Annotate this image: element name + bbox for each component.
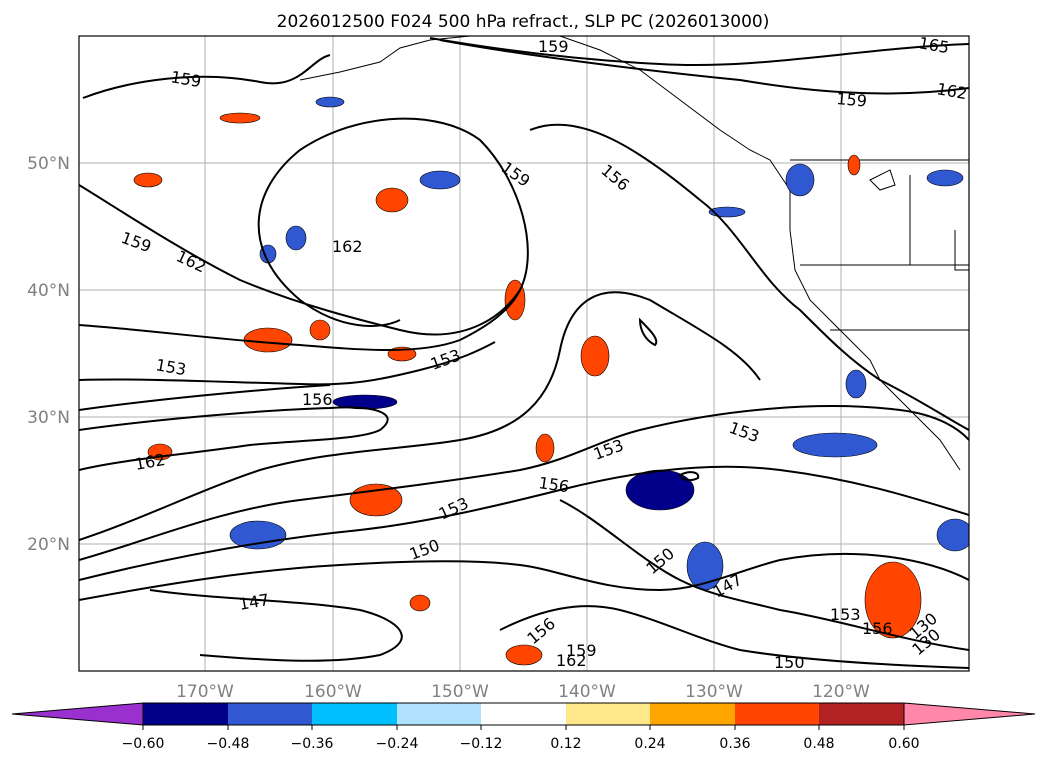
contour-label: 153 [830, 605, 861, 624]
slp-contours [79, 37, 969, 669]
map-panel: 159 159 159 156 162 162 165 159 159 162 … [79, 33, 969, 672]
colorbar-bin [481, 703, 566, 725]
colorbar-tick-label: −0.12 [460, 736, 503, 752]
contour-label: 159 [538, 37, 569, 56]
lat-label: 30°N [27, 408, 70, 428]
coastlines [299, 36, 969, 471]
colorbar-tick-label: −0.36 [291, 736, 334, 752]
contour-label: 162 [556, 651, 587, 670]
lat-label: 40°N [27, 281, 70, 301]
lon-label: 120°W [812, 682, 870, 702]
lon-label: 160°W [304, 682, 362, 702]
graticule [79, 36, 969, 671]
colorbar-tick-label: −0.24 [376, 736, 419, 752]
chart-title: 2026012500 F024 500 hPa refract., SLP PC… [277, 12, 770, 32]
colorbar-bin [397, 703, 481, 725]
colorbar-ticks [142, 725, 905, 730]
lat-label: 50°N [27, 154, 70, 174]
colorbar-tick-label: 0.12 [550, 736, 581, 752]
colorbar-tick-label: −0.48 [207, 736, 250, 752]
contour-label: 159 [836, 89, 868, 111]
contour-label: 156 [302, 390, 333, 409]
map-frame [78, 35, 970, 672]
colorbar-bin [228, 703, 312, 725]
lat-labels: 50°N 40°N 30°N 20°N [27, 154, 70, 555]
shaded-field [133, 96, 969, 666]
colorbar-bin [566, 703, 650, 725]
contour-label: 162 [332, 237, 363, 256]
contour-label: 150 [774, 653, 805, 672]
colorbar-tick-label: 0.24 [634, 736, 665, 752]
contour-label: 156 [862, 619, 893, 638]
lon-label: 170°W [176, 682, 234, 702]
colorbar-bin [143, 703, 228, 725]
colorbar-high-extend [903, 702, 1036, 726]
contour-label: 156 [537, 473, 570, 496]
colorbar-tick-label: −0.60 [122, 736, 165, 752]
colorbar-tick-label: 0.36 [719, 736, 750, 752]
colorbar-tick-label: 0.48 [803, 736, 834, 752]
colorbar-low-extend [11, 702, 144, 726]
lon-label: 150°W [431, 682, 489, 702]
colorbar-bin [650, 703, 735, 725]
colorbar-bin [819, 703, 904, 725]
lon-labels: 170°W 160°W 150°W 140°W 130°W 120°W [176, 682, 870, 702]
colorbar: −0.60 −0.48 −0.36 −0.24 −0.12 0.12 0.24 … [11, 702, 1036, 752]
colorbar-bin [735, 703, 819, 725]
colorbar-tick-label: 0.60 [888, 736, 919, 752]
lon-label: 130°W [685, 682, 743, 702]
contour-label: 165 [917, 33, 950, 57]
lat-label: 20°N [27, 535, 70, 555]
contour-label: 159 [566, 641, 597, 660]
lon-label: 140°W [558, 682, 616, 702]
colorbar-bin [312, 703, 397, 725]
